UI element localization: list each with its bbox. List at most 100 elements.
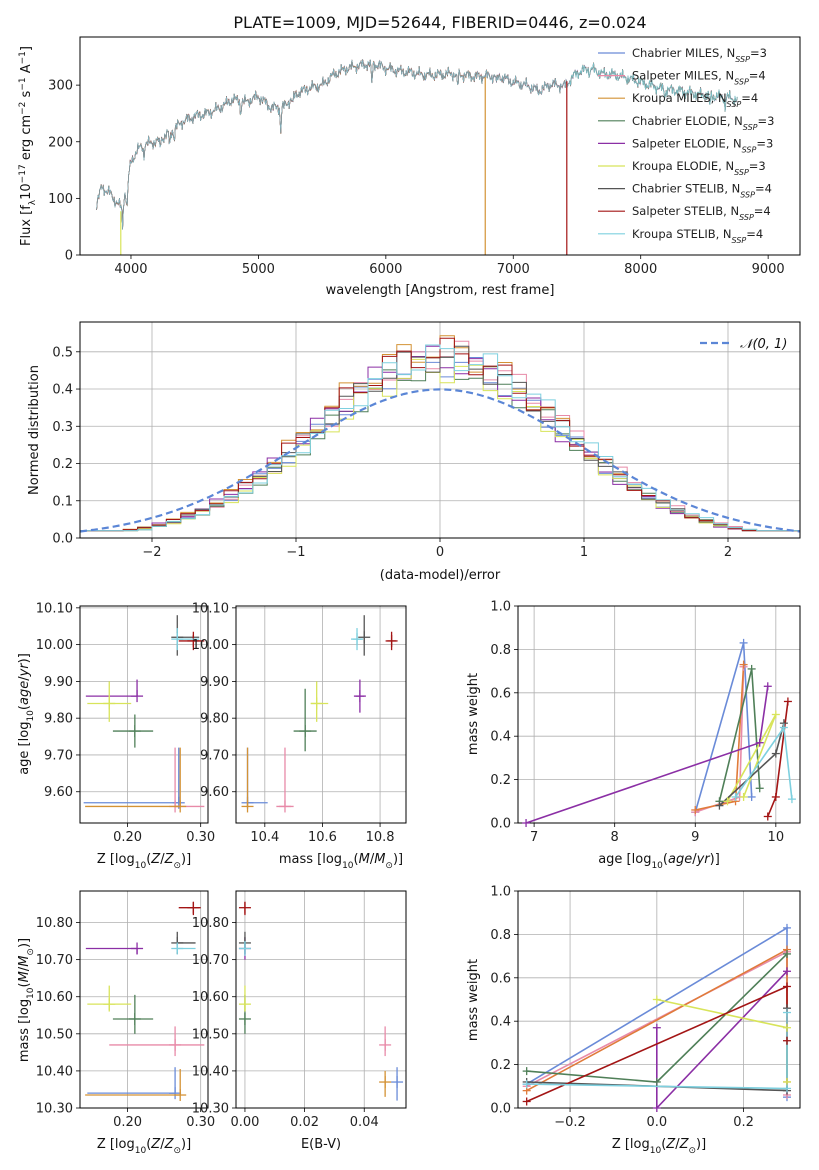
y-tick-label: 9.60 [200, 785, 229, 800]
y-tick-label: 0 [65, 249, 73, 264]
x-tick-label: 10 [768, 830, 785, 845]
histogram-line [80, 344, 800, 538]
y-axis-label: Flux [fλ10−17 erg cm−2 s−1 A−1] [18, 46, 38, 246]
x-tick-label: 0.00 [230, 1115, 259, 1130]
axes-frame [79, 36, 801, 256]
y-tick-label: 100 [48, 192, 73, 207]
residual-legend: 𝒩(0, 1) [700, 337, 787, 352]
plot-area [80, 335, 800, 538]
gaussian-curve [80, 388, 800, 533]
y-tick-label: 10.70 [36, 953, 73, 968]
y-tick-label: 10.40 [192, 1064, 229, 1079]
legend-entry: 𝒩(0, 1) [740, 337, 787, 352]
axes-frame [79, 605, 209, 824]
x-tick-label: 7 [530, 830, 538, 845]
axes-frame [517, 605, 801, 824]
x-tick-label: 0.30 [186, 830, 215, 845]
x-tick-label: 0.20 [113, 1115, 142, 1130]
x-tick-label: 9000 [752, 262, 785, 277]
y-tick-label: 9.70 [200, 748, 229, 763]
y-tick-label: 10.40 [36, 1064, 73, 1079]
y-axis-label: age [log10(age/yr)] [17, 653, 36, 775]
plot-area [238, 901, 404, 1101]
x-axis-label: mass [log10(M/M⊙)] [279, 852, 403, 871]
y-tick-label: 1.0 [490, 600, 511, 615]
y-tick-label: 10.00 [192, 638, 229, 653]
grid-lines [518, 605, 800, 824]
panel-mass-vs-ebv: 0.00 0.02 0.04 10.30 10.40 10.50 10.60 10.70 10.… [192, 890, 407, 1130]
panel-mass-vs-z: 0.20 0.30 10.30 10.40 10.50 10.60 10.70 10.80 [36, 890, 215, 1130]
axes-frame [79, 321, 801, 539]
x-tick-label: 1 [580, 545, 588, 560]
y-tick-label: 0.2 [52, 457, 73, 472]
y-tick-label: 10.10 [192, 601, 229, 616]
x-axis-label: (data-model)/error [380, 568, 501, 583]
y-tick-label: 10.30 [192, 1102, 229, 1117]
y-tick-label: 0.0 [490, 1102, 511, 1117]
y-axis-label: Normed distribution [27, 365, 42, 495]
x-tick-label: 5000 [242, 262, 275, 277]
x-tick-label: −1 [286, 545, 305, 560]
y-tick-label: 0.3 [52, 420, 73, 435]
panel-age-vs-mass: 10.4 10.6 10.8 9.60 9.70 9.80 9.90 10.00 10.10 [192, 601, 407, 845]
x-axis-label: Z [log10(Z/Z⊙)] [97, 852, 191, 871]
y-tick-label: 9.70 [44, 748, 73, 763]
x-tick-label: 8 [611, 830, 619, 845]
y-axis-label: mass weight [466, 959, 481, 1041]
x-tick-label: 8000 [624, 262, 657, 277]
y-tick-label: 9.90 [200, 675, 229, 690]
legend-entry: Chabrier ELODIE, NSSP=3 [632, 114, 774, 132]
x-tick-label: 0.04 [350, 1115, 379, 1130]
y-tick-label: 0.6 [490, 971, 511, 986]
y-tick-label: 300 [48, 79, 73, 94]
x-tick-label: 9 [691, 830, 699, 845]
y-tick-label: 0.1 [52, 494, 73, 509]
y-tick-label: 1.0 [490, 885, 511, 900]
x-tick-label: 6000 [369, 262, 402, 277]
legend-entry: Chabrier MILES, NSSP=3 [632, 46, 767, 64]
x-axis-label: Z [log10(Z/Z⊙)] [97, 1137, 191, 1156]
legend-entry: Kroupa ELODIE, NSSP=3 [632, 159, 766, 177]
y-tick-label: 10.50 [36, 1027, 73, 1042]
x-tick-label: −0.2 [554, 1115, 586, 1130]
spectrum-legend: Chabrier MILES, NSSP=3 Salpeter MILES, NS… [598, 46, 774, 244]
y-tick-label: 10.70 [192, 953, 229, 968]
y-tick-label: 10.80 [36, 916, 73, 931]
axes-frame [235, 605, 407, 824]
y-tick-label: 0.4 [52, 383, 73, 398]
legend-entry: Salpeter STELIB, NSSP=4 [632, 204, 771, 222]
y-tick-label: 0.8 [490, 643, 511, 658]
y-tick-label: 10.60 [36, 990, 73, 1005]
panel-weight-vs-z: −0.2 0.0 0.2 0.0 0.2 0.4 0.6 0.8 1.0 [490, 885, 801, 1130]
histogram-line [80, 337, 800, 538]
y-tick-label: 0.4 [490, 1015, 511, 1030]
panel-residuals: −2 −1 0 1 2 0.0 0.1 0.2 0.3 0.4 0.5 [52, 321, 801, 560]
y-tick-label: 0.2 [490, 1058, 511, 1073]
figure-title: PLATE=1009, MJD=52644, FIBERID=0446, z=0… [233, 13, 646, 32]
y-tick-label: 10.80 [192, 916, 229, 931]
y-tick-label: 0.8 [490, 928, 511, 943]
y-tick-label: 0.4 [490, 730, 511, 745]
x-tick-label: 2 [724, 545, 732, 560]
x-tick-label: 0.30 [186, 1115, 215, 1130]
plot-area [96, 59, 738, 255]
axes-frame [79, 890, 209, 1109]
spectrum-series-line [96, 59, 568, 230]
y-tick-label: 10.50 [192, 1027, 229, 1042]
x-axis-label: Z [log10(Z/Z⊙)] [612, 1137, 706, 1156]
histogram-line [80, 345, 800, 538]
panel-age-vs-z: 0.20 0.30 9.60 9.70 9.80 9.90 10.00 10.10 [36, 601, 215, 845]
y-tick-label: 9.60 [44, 785, 73, 800]
plot-area [241, 615, 398, 813]
x-tick-label: 7000 [497, 262, 530, 277]
x-tick-label: 0.02 [290, 1115, 319, 1130]
y-tick-label: 10.30 [36, 1102, 73, 1117]
x-tick-label: 0.20 [113, 830, 142, 845]
x-tick-label: 10.4 [250, 830, 279, 845]
x-tick-label: 4000 [114, 262, 147, 277]
panel-spectrum: 4000 5000 6000 7000 8000 9000 0 100 200 300 [48, 36, 801, 277]
axes-frame [235, 890, 407, 1109]
x-tick-label: 0.0 [646, 1115, 667, 1130]
y-tick-label: 10.60 [192, 990, 229, 1005]
y-tick-label: 9.80 [200, 712, 229, 727]
